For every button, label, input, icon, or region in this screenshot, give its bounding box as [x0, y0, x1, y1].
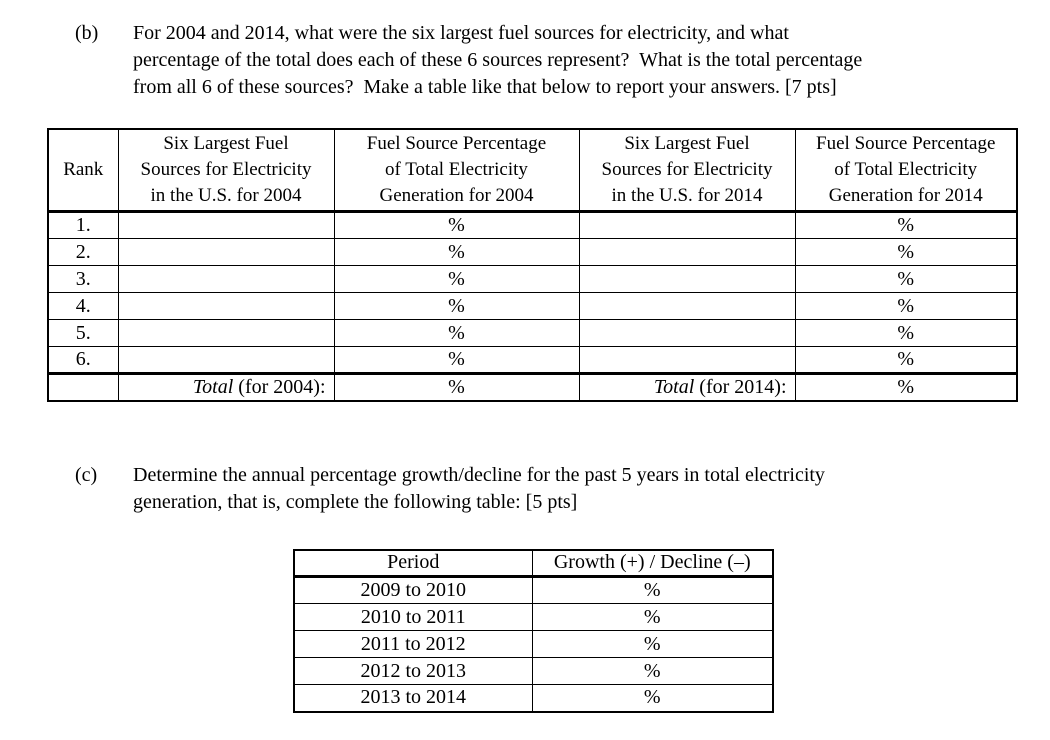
growth-pct-cell: %	[531, 630, 774, 658]
total-pct-2004-cell: %	[333, 373, 580, 401]
fuel-header-pct-2004: Fuel Source Percentage of Total Electric…	[333, 128, 580, 213]
pct-2004-cell: %	[333, 238, 580, 266]
source-2014-blank-cell	[578, 319, 796, 347]
question-c: (c) Determine the annual percentage grow…	[75, 462, 1050, 516]
fuel-table-row-5: 5. % %	[47, 319, 1018, 347]
pct-2004-cell: %	[333, 292, 580, 320]
source-2004-blank-cell	[117, 211, 335, 239]
fuel-table-row-1: 1. % %	[47, 211, 1018, 239]
fuel-table-row-4: 4. % %	[47, 292, 1018, 320]
fuel-table-row-2: 2. % %	[47, 238, 1018, 266]
rank-cell: 5.	[47, 319, 119, 347]
question-b-line-2: percentage of the total does each of the…	[133, 49, 863, 71]
fuel-header-source-2004-line3: in the U.S. for 2004	[150, 185, 302, 206]
fuel-header-source-2004: Six Largest Fuel Sources for Electricity…	[117, 128, 335, 213]
fuel-header-rank: Rank	[47, 128, 119, 213]
growth-header-period: Period	[293, 549, 533, 578]
fuel-table-total-row: Total (for 2004): % Total (for 2014): %	[47, 373, 1018, 401]
question-c-label: (c)	[75, 463, 98, 486]
growth-table-row-5: 2013 to 2014 %	[293, 684, 774, 712]
fuel-header-pct-2014-line1: Fuel Source Percentage	[816, 133, 996, 154]
growth-pct-cell: %	[531, 603, 774, 631]
fuel-header-source-2004-line1: Six Largest Fuel	[163, 133, 289, 154]
fuel-table-row-6: 6. % %	[47, 346, 1018, 375]
pct-2004-cell: %	[333, 319, 580, 347]
question-b-line-3: from all 6 of these sources? Make a tabl…	[133, 76, 837, 98]
growth-table-row-1: 2009 to 2010 %	[293, 576, 774, 604]
fuel-header-pct-2004-line1: Fuel Source Percentage	[366, 133, 547, 154]
period-cell: 2013 to 2014	[293, 684, 533, 712]
rank-cell: 3.	[47, 265, 119, 293]
total-2004-label: Total (for 2004):	[117, 373, 335, 401]
question-c-line-2: generation, that is, complete the follow…	[133, 490, 578, 513]
pct-2014-cell: %	[794, 265, 1018, 293]
total-2004-italic: Total	[192, 375, 234, 398]
total-2014-rest: (for 2014):	[694, 375, 787, 398]
growth-header-growth-decline: Growth (+) / Decline (–)	[531, 549, 774, 578]
pct-2014-cell: %	[794, 319, 1018, 347]
rank-cell: 2.	[47, 238, 119, 266]
fuel-header-pct-2004-line2: of Total Electricity	[385, 159, 528, 180]
growth-pct-cell: %	[531, 684, 774, 712]
growth-table-row-4: 2012 to 2013 %	[293, 657, 774, 685]
source-2014-blank-cell	[578, 346, 796, 375]
total-row-rank-blank-cell	[47, 373, 119, 401]
total-2014-italic: Total	[653, 375, 695, 398]
rank-cell: 1.	[47, 211, 119, 239]
source-2014-blank-cell	[578, 238, 796, 266]
question-b-text: For 2004 and 2014, what were the six lar…	[133, 20, 862, 101]
question-c-text: Determine the annual percentage growth/d…	[133, 462, 825, 516]
source-2014-blank-cell	[578, 292, 796, 320]
question-b: (b) For 2004 and 2014, what were the six…	[75, 20, 1050, 101]
rank-cell: 4.	[47, 292, 119, 320]
period-cell: 2009 to 2010	[293, 576, 533, 604]
pct-2014-cell: %	[794, 211, 1018, 239]
question-c-line-1: Determine the annual percentage growth/d…	[133, 463, 825, 486]
growth-pct-cell: %	[531, 657, 774, 685]
fuel-table-row-3: 3. % %	[47, 265, 1018, 293]
source-2004-blank-cell	[117, 265, 335, 293]
source-2004-blank-cell	[117, 292, 335, 320]
period-cell: 2011 to 2012	[293, 630, 533, 658]
fuel-sources-table: Rank Six Largest Fuel Sources for Electr…	[47, 128, 1018, 402]
growth-pct-cell: %	[531, 576, 774, 604]
source-2014-blank-cell	[578, 211, 796, 239]
growth-decline-table: Period Growth (+) / Decline (–) 2009 to …	[293, 548, 774, 713]
fuel-header-source-2014-line2: Sources for Electricity	[601, 159, 773, 180]
fuel-header-pct-2014: Fuel Source Percentage of Total Electric…	[794, 128, 1018, 213]
source-2004-blank-cell	[117, 238, 335, 266]
fuel-header-source-2014: Six Largest Fuel Sources for Electricity…	[578, 128, 796, 213]
total-2004-rest: (for 2004):	[233, 375, 326, 398]
fuel-header-pct-2014-line2: of Total Electricity	[834, 159, 978, 180]
fuel-header-pct-2014-line3: Generation for 2014	[828, 185, 983, 206]
pct-2014-cell: %	[794, 238, 1018, 266]
total-2014-label: Total (for 2014):	[578, 373, 796, 401]
source-2004-blank-cell	[117, 319, 335, 347]
question-b-label: (b)	[75, 22, 99, 44]
growth-table-row-3: 2011 to 2012 %	[293, 630, 774, 658]
growth-table-row-2: 2010 to 2011 %	[293, 603, 774, 631]
fuel-header-source-2014-line3: in the U.S. for 2014	[611, 185, 763, 206]
rank-cell: 6.	[47, 346, 119, 375]
pct-2004-cell: %	[333, 346, 580, 375]
period-cell: 2010 to 2011	[293, 603, 533, 631]
total-pct-2014-cell: %	[794, 373, 1018, 401]
period-cell: 2012 to 2013	[293, 657, 533, 685]
pct-2004-cell: %	[333, 211, 580, 239]
source-2014-blank-cell	[578, 265, 796, 293]
source-2004-blank-cell	[117, 346, 335, 375]
fuel-header-source-2004-line2: Sources for Electricity	[140, 159, 312, 180]
growth-table-header-row: Period Growth (+) / Decline (–)	[293, 549, 774, 578]
fuel-header-pct-2004-line3: Generation for 2004	[379, 185, 534, 206]
pct-2004-cell: %	[333, 265, 580, 293]
fuel-header-source-2014-line1: Six Largest Fuel	[624, 133, 750, 154]
pct-2014-cell: %	[794, 346, 1018, 375]
question-b-line-1: For 2004 and 2014, what were the six lar…	[133, 22, 789, 44]
pct-2014-cell: %	[794, 292, 1018, 320]
fuel-table-header-row: Rank Six Largest Fuel Sources for Electr…	[47, 128, 1018, 213]
